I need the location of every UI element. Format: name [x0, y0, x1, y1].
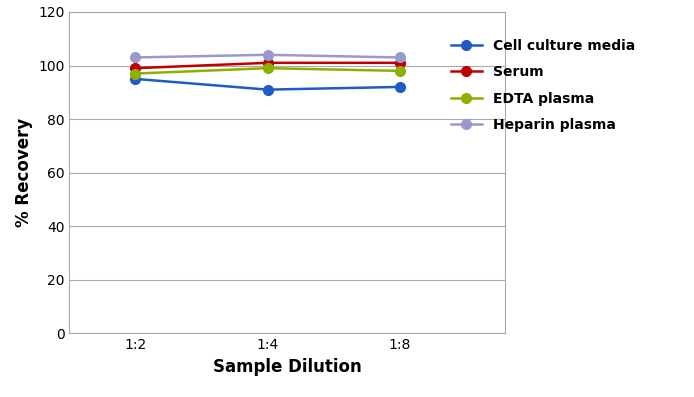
Line: Heparin plasma: Heparin plasma — [130, 50, 405, 62]
Heparin plasma — [396, 55, 404, 60]
Line: Serum: Serum — [130, 58, 405, 73]
EDTA plasma — [396, 69, 404, 73]
Cell culture media — [264, 87, 272, 92]
EDTA plasma — [264, 66, 272, 71]
Serum — [396, 60, 404, 65]
Line: Cell culture media: Cell culture media — [130, 74, 405, 94]
X-axis label: Sample Dilution: Sample Dilution — [213, 358, 362, 376]
Heparin plasma — [264, 52, 272, 57]
Heparin plasma — [131, 55, 139, 60]
Serum — [264, 60, 272, 65]
Legend: Cell culture media, Serum, EDTA plasma, Heparin plasma: Cell culture media, Serum, EDTA plasma, … — [451, 39, 635, 132]
Serum — [131, 66, 139, 71]
Y-axis label: % Recovery: % Recovery — [15, 118, 33, 227]
Cell culture media — [131, 77, 139, 81]
EDTA plasma — [131, 71, 139, 76]
Cell culture media — [396, 85, 404, 89]
Line: EDTA plasma: EDTA plasma — [130, 64, 405, 78]
